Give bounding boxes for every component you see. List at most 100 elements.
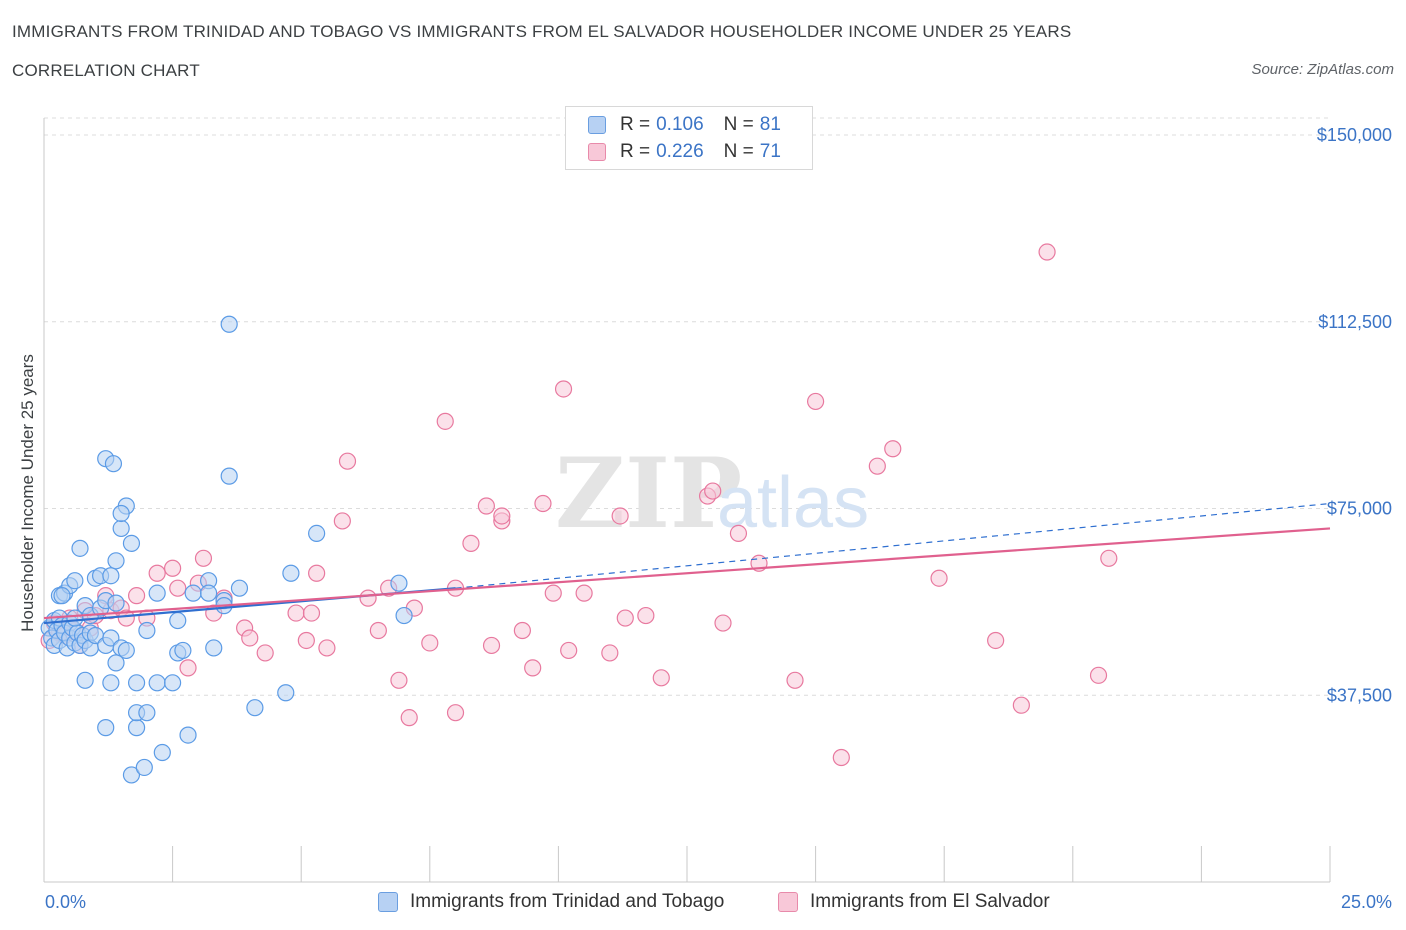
data-point-pink xyxy=(652,669,670,687)
data-point-pink xyxy=(1012,696,1030,714)
data-point-pink xyxy=(534,494,552,513)
data-point-blue xyxy=(66,609,84,627)
data-point-pink xyxy=(148,564,166,582)
chart-source: Source: ZipAtlas.com xyxy=(1251,61,1394,78)
x-tick-labels: 0.0% 25.0% xyxy=(45,892,1392,912)
data-point-pink xyxy=(729,524,748,543)
data-point-pink xyxy=(544,584,562,602)
data-point-pink xyxy=(806,392,825,411)
data-point-pink xyxy=(338,452,357,470)
data-point-pink xyxy=(287,604,305,622)
data-point-pink xyxy=(611,507,629,525)
legend-n-value: 71 xyxy=(759,141,781,162)
data-point-pink xyxy=(302,604,321,622)
data-point-pink xyxy=(127,587,146,605)
data-point-pink xyxy=(400,709,418,727)
data-point-blue xyxy=(174,641,192,660)
bottom-legend-pink: Immigrants from El Salvador xyxy=(778,889,1050,915)
data-point-blue xyxy=(277,684,295,702)
data-point-blue xyxy=(148,584,166,602)
data-point-blue xyxy=(122,766,141,784)
data-point-blue xyxy=(205,639,223,657)
data-point-blue xyxy=(390,574,408,592)
data-point-pink xyxy=(297,631,315,650)
data-point-blue xyxy=(230,579,249,597)
legend-row-pink: R = 0.226 N = 71 xyxy=(588,140,781,164)
data-point-pink xyxy=(179,659,197,677)
data-point-pink xyxy=(164,559,182,577)
data-point-blue xyxy=(127,674,146,692)
data-point-pink xyxy=(421,634,439,652)
y-tick-label: $150,000 xyxy=(1317,125,1392,145)
data-point-pink xyxy=(369,621,387,640)
data-point-blue xyxy=(395,606,413,625)
data-point-blue xyxy=(112,504,130,523)
data-point-pink xyxy=(1089,666,1108,684)
trendline-pink xyxy=(43,527,1331,620)
data-point-blue xyxy=(76,671,94,689)
data-point-pink xyxy=(333,512,351,530)
data-point-blue xyxy=(117,641,135,660)
legend-r-label: R = xyxy=(620,114,651,135)
data-point-blue xyxy=(71,539,89,557)
data-point-blue xyxy=(127,719,146,737)
data-point-pink xyxy=(513,621,531,640)
data-point-blue xyxy=(153,743,171,762)
data-point-blue xyxy=(220,467,238,485)
data-point-pink xyxy=(554,380,573,398)
data-point-pink xyxy=(482,636,501,655)
data-point-pink xyxy=(524,659,542,677)
data-point-blue xyxy=(200,584,218,602)
data-point-blue xyxy=(107,552,125,570)
data-point-pink xyxy=(987,631,1005,650)
data-point-pink xyxy=(560,641,578,660)
x-tick-label: 0.0% xyxy=(45,892,86,912)
data-point-blue xyxy=(53,587,71,605)
data-point-pink xyxy=(832,748,850,767)
gridlines xyxy=(44,117,1330,696)
data-point-pink xyxy=(359,589,377,607)
data-point-blue xyxy=(148,674,166,692)
data-point-pink xyxy=(601,644,619,662)
bottom-legend-label-pink: Immigrants from El Salvador xyxy=(810,891,1050,912)
data-point-blue xyxy=(179,726,197,744)
data-point-pink xyxy=(714,614,732,632)
bottom-legend-label-blue: Immigrants from Trinidad and Tobago xyxy=(410,891,725,912)
data-point-blue xyxy=(104,455,123,473)
legend-r-label: R = xyxy=(620,141,651,162)
axes xyxy=(43,118,1331,883)
y-tick-label: $37,500 xyxy=(1327,685,1392,705)
bottom-legend-swatch-blue xyxy=(378,892,398,912)
data-point-blue xyxy=(107,594,125,612)
legend: R = 0.106 N = 81 R = 0.226 N = 71 xyxy=(565,106,813,170)
data-point-pink xyxy=(786,671,804,689)
data-point-pink xyxy=(241,629,259,647)
data-point-blue xyxy=(164,674,182,692)
data-point-pink xyxy=(446,704,465,722)
data-point-pink xyxy=(930,569,948,587)
legend-row-blue: R = 0.106 N = 81 xyxy=(588,113,781,137)
data-point-pink xyxy=(493,507,511,525)
data-point-blue xyxy=(102,567,120,585)
data-point-blue xyxy=(246,699,264,717)
data-point-pink xyxy=(318,639,336,657)
data-point-blue xyxy=(112,519,130,538)
chart-title: IMMIGRANTS FROM TRINIDAD AND TOBAGO VS I… xyxy=(12,22,1072,41)
legend-swatch-blue xyxy=(588,116,606,134)
data-point-blue xyxy=(97,719,115,737)
data-point-pink xyxy=(308,564,326,582)
data-point-blue xyxy=(220,315,238,333)
data-point-blue xyxy=(169,611,187,630)
data-point-blue xyxy=(107,654,125,672)
trendline-extension-blue xyxy=(455,502,1331,589)
legend-r-value: 0.226 xyxy=(656,141,704,162)
x-tick-label: 25.0% xyxy=(1341,892,1392,912)
chart-subtitle: CORRELATION CHART xyxy=(12,61,200,80)
data-point-pink xyxy=(637,606,655,625)
data-point-pink xyxy=(884,440,902,458)
data-point-pink xyxy=(390,671,408,689)
data-point-blue xyxy=(138,621,156,640)
data-point-pink xyxy=(436,412,454,430)
data-point-pink xyxy=(477,497,495,515)
